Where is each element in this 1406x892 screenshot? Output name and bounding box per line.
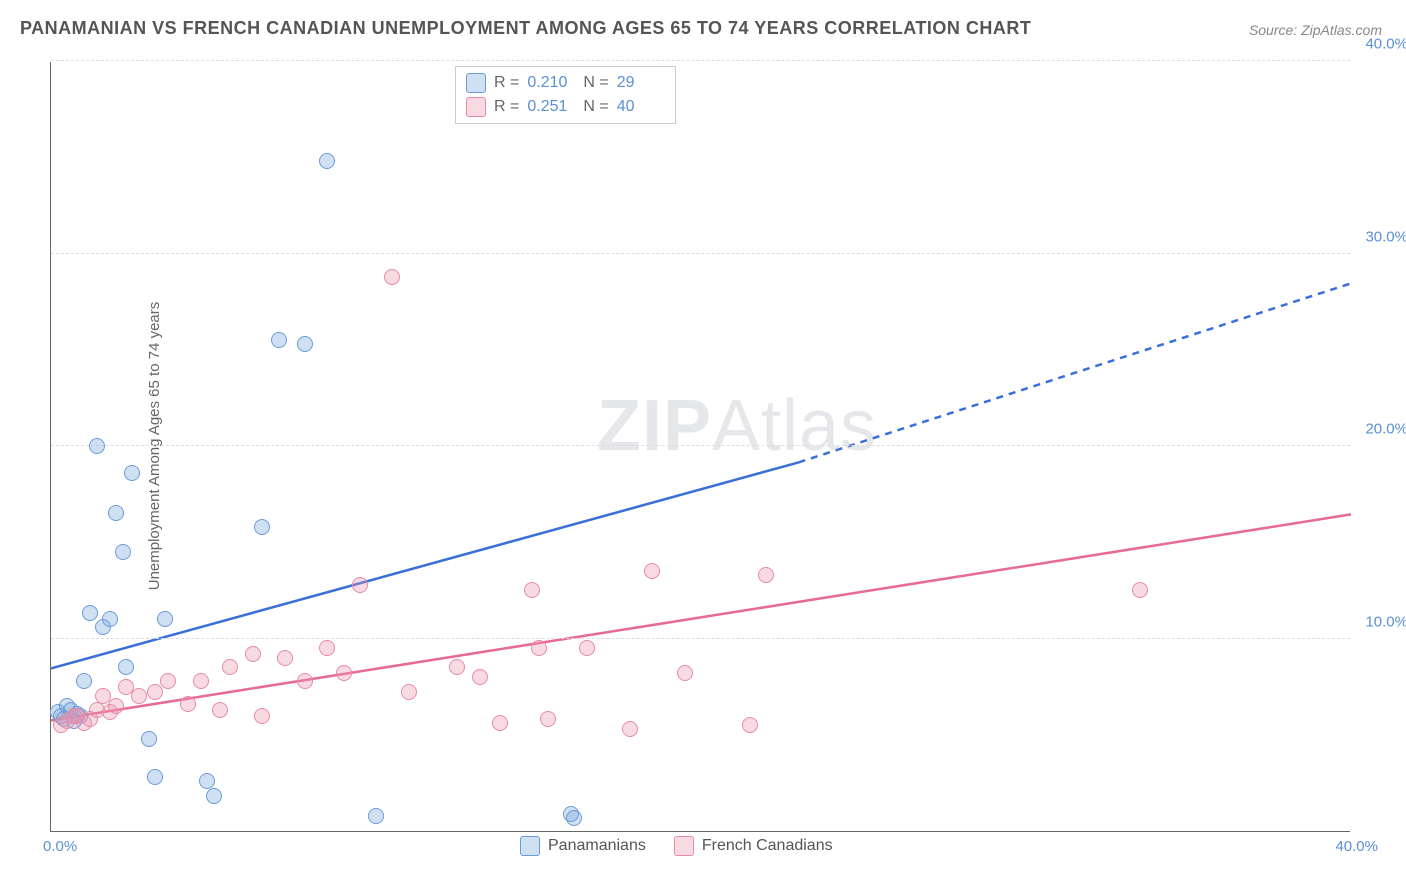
data-point: [644, 563, 660, 579]
data-point: [131, 688, 147, 704]
gridline: [51, 60, 1350, 61]
y-tick-label: 20.0%: [1365, 421, 1406, 438]
data-point: [401, 684, 417, 700]
data-point: [531, 640, 547, 656]
data-point: [297, 336, 313, 352]
legend-swatch: [674, 836, 694, 856]
r-value: 0.251: [527, 95, 575, 119]
legend-item: Panamanians: [520, 836, 646, 856]
data-point: [199, 773, 215, 789]
legend-swatch: [466, 73, 486, 93]
data-point: [319, 640, 335, 656]
data-point: [160, 673, 176, 689]
data-point: [193, 673, 209, 689]
data-point: [254, 519, 270, 535]
data-point: [449, 659, 465, 675]
data-point: [180, 696, 196, 712]
data-point: [492, 715, 508, 731]
y-tick-label: 30.0%: [1365, 228, 1406, 245]
trend-line: [51, 514, 1351, 720]
data-point: [297, 673, 313, 689]
legend-label: French Canadians: [702, 837, 833, 855]
data-point: [319, 153, 335, 169]
data-point: [82, 605, 98, 621]
x-tick-label: 0.0%: [43, 838, 77, 855]
r-value: 0.210: [527, 71, 575, 95]
data-point: [141, 731, 157, 747]
data-point: [579, 640, 595, 656]
data-point: [758, 567, 774, 583]
n-value: 40: [617, 95, 665, 119]
data-point: [115, 544, 131, 560]
plot-area: ZIPAtlas 10.0%20.0%30.0%40.0%0.0%40.0%: [50, 62, 1350, 832]
data-point: [742, 717, 758, 733]
data-point: [524, 582, 540, 598]
gridline: [51, 253, 1350, 254]
n-value: 29: [617, 71, 665, 95]
legend-swatch: [520, 836, 540, 856]
series-legend: Panamanians French Canadians: [520, 836, 833, 856]
data-point: [157, 611, 173, 627]
data-point: [76, 673, 92, 689]
data-point: [384, 269, 400, 285]
n-label: N =: [583, 95, 608, 119]
source-attribution: Source: ZipAtlas.com: [1249, 22, 1382, 38]
gridline: [51, 638, 1350, 639]
data-point: [212, 702, 228, 718]
chart-title: PANAMANIAN VS FRENCH CANADIAN UNEMPLOYME…: [20, 18, 1031, 39]
legend-stat-row: R = 0.210 N = 29: [466, 71, 665, 95]
y-tick-label: 40.0%: [1365, 36, 1406, 53]
data-point: [271, 332, 287, 348]
data-point: [124, 465, 140, 481]
data-point: [147, 684, 163, 700]
data-point: [254, 708, 270, 724]
data-point: [472, 669, 488, 685]
data-point: [352, 577, 368, 593]
data-point: [540, 711, 556, 727]
legend-item: French Canadians: [674, 836, 833, 856]
legend-swatch: [466, 97, 486, 117]
legend-stat-row: R = 0.251 N = 40: [466, 95, 665, 119]
trend-line: [799, 283, 1352, 462]
y-tick-label: 10.0%: [1365, 613, 1406, 630]
data-point: [368, 808, 384, 824]
data-point: [147, 769, 163, 785]
gridline: [51, 445, 1350, 446]
correlation-legend: R = 0.210 N = 29 R = 0.251 N = 40: [455, 66, 676, 124]
data-point: [108, 505, 124, 521]
r-label: R =: [494, 71, 519, 95]
r-label: R =: [494, 95, 519, 119]
data-point: [1132, 582, 1148, 598]
data-point: [336, 665, 352, 681]
legend-label: Panamanians: [548, 837, 646, 855]
data-point: [245, 646, 261, 662]
data-point: [102, 611, 118, 627]
data-point: [222, 659, 238, 675]
watermark: ZIPAtlas: [597, 385, 877, 467]
data-point: [118, 659, 134, 675]
data-point: [566, 810, 582, 826]
n-label: N =: [583, 71, 608, 95]
data-point: [206, 788, 222, 804]
chart-container: PANAMANIAN VS FRENCH CANADIAN UNEMPLOYME…: [0, 0, 1406, 892]
data-point: [277, 650, 293, 666]
watermark-zip: ZIP: [597, 386, 712, 466]
data-point: [108, 698, 124, 714]
data-point: [89, 438, 105, 454]
data-point: [622, 721, 638, 737]
data-point: [677, 665, 693, 681]
watermark-atlas: Atlas: [712, 386, 877, 466]
x-tick-label: 40.0%: [1335, 838, 1378, 855]
trend-lines-layer: [51, 62, 1351, 832]
